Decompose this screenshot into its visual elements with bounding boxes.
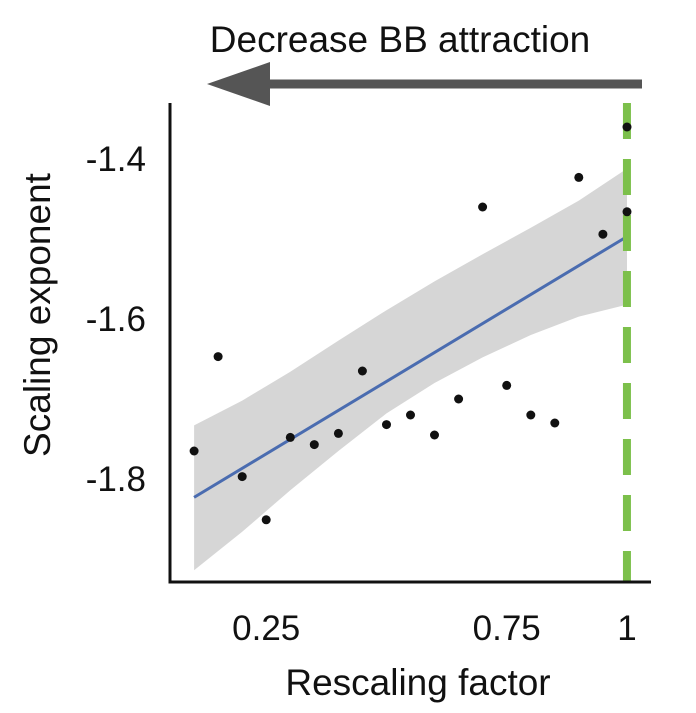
plot-area [189, 103, 632, 583]
data-point-2 [213, 352, 223, 362]
data-point-20 [622, 122, 632, 132]
data-point-4 [261, 515, 271, 525]
data-points [189, 122, 632, 525]
data-point-1 [189, 446, 199, 456]
direction-arrow [207, 62, 642, 106]
confidence-band [194, 168, 627, 571]
data-point-11 [430, 430, 439, 440]
regression-line [193, 235, 628, 499]
data-point-14 [502, 380, 512, 390]
data-point-3 [237, 472, 247, 482]
x-tick-label-0.25: 0.25 [232, 609, 300, 648]
data-point-15 [526, 410, 536, 420]
x-axis-ticks: 0.25 0.75 1 [232, 609, 637, 648]
y-tick-label--1.4: -1.4 [86, 140, 146, 179]
x-tick-label-1: 1 [617, 609, 636, 648]
banner-label: Decrease BB attraction [210, 19, 590, 60]
data-point-19 [622, 207, 632, 217]
data-point-5 [285, 432, 295, 442]
data-point-8 [357, 366, 367, 376]
y-tick-label--1.6: -1.6 [86, 300, 146, 339]
y-axis-title: Scaling exponent [17, 172, 58, 457]
data-point-12 [454, 394, 464, 404]
direction-arrow-head [207, 62, 270, 106]
y-tick-label--1.8: -1.8 [86, 460, 146, 499]
data-point-10 [406, 410, 415, 420]
data-point-13 [478, 202, 488, 212]
data-point-7 [333, 428, 343, 438]
data-point-16 [550, 418, 560, 428]
data-point-18 [598, 229, 608, 239]
y-axis-ticks: -1.4 -1.6 -1.8 [86, 140, 146, 499]
x-tick-label-0.75: 0.75 [473, 609, 541, 648]
data-point-17 [574, 172, 584, 182]
x-axis-title: Rescaling factor [285, 662, 550, 703]
data-point-9 [382, 420, 391, 430]
data-point-6 [309, 440, 319, 450]
